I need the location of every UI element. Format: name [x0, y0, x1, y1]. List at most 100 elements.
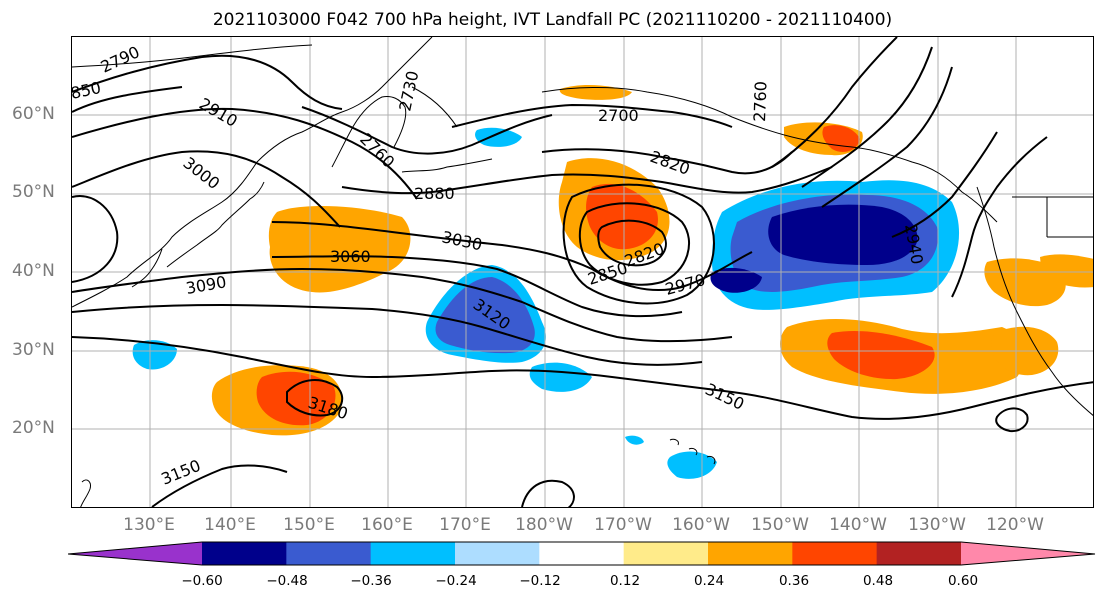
colorbar-segment — [539, 542, 625, 565]
colorbar-outline — [68, 541, 1096, 566]
contour-label-3030: 3030 — [440, 227, 484, 254]
coast-alaska — [541, 86, 998, 223]
map-panel: 2790 850 2910 3000 2760 2730 2880 2700 2… — [71, 36, 1094, 508]
coastlines — [72, 37, 1093, 507]
lon-label-160w: 160°W — [672, 515, 730, 535]
map-canvas: 2790 850 2910 3000 2760 2730 2880 2700 2… — [72, 37, 1093, 507]
contour-trough-2940 — [771, 37, 898, 168]
plot-title: 2021103000 F042 700 hPa height, IVT Land… — [212, 10, 893, 30]
coast-bc-us — [976, 186, 1093, 416]
colorbar-segment — [708, 542, 793, 565]
colorbar-segment — [623, 542, 709, 565]
colorbar-tick-neg012: −0.12 — [519, 573, 561, 589]
coast-japan — [166, 181, 265, 268]
lon-label-160e: 160°E — [361, 515, 413, 535]
contour-label-850: 850 — [72, 78, 103, 103]
ivt-negative-shading — [132, 127, 960, 479]
contour-3000 — [72, 150, 341, 228]
colorbar-extend-high — [961, 542, 1095, 565]
coast-philippines — [80, 479, 91, 507]
lon-label-170w: 170°W — [594, 515, 652, 535]
colorbar-tick-pos048: 0.48 — [862, 573, 894, 589]
contour-label-2880: 2880 — [414, 184, 455, 203]
shade-lightblue-small1 — [625, 435, 644, 445]
contour-label-2730: 2730 — [395, 69, 422, 113]
lon-label-140e: 140°E — [204, 515, 256, 535]
gridlines — [72, 37, 1093, 507]
colorbar-segment — [455, 542, 540, 565]
contour-trough-b — [821, 66, 953, 208]
shade-red-subtropical — [256, 371, 336, 426]
contour-3090 — [72, 267, 733, 343]
contour-ridge-east — [951, 136, 1048, 298]
lat-label-40n: 40°N — [12, 261, 55, 281]
contour-high-west — [72, 195, 119, 283]
contour-label-3150b: 3150 — [158, 456, 203, 489]
shade-red-alaska — [822, 125, 860, 152]
contour-small-circle — [995, 407, 1029, 433]
shade-red-ne-pacific — [827, 330, 935, 380]
shade-orange-arctic — [559, 85, 632, 100]
colorbar-tick-pos036: 0.36 — [778, 573, 810, 589]
shade-blue-central — [435, 277, 535, 354]
coast-siberia — [72, 44, 313, 68]
shade-lightblue-hawaii — [667, 451, 717, 479]
contour-3060 — [271, 255, 683, 318]
contour-label-2760: 2760 — [356, 129, 398, 171]
contour-3120 — [72, 303, 703, 366]
coast-kamchatka — [331, 96, 407, 168]
contour-2700 — [451, 103, 733, 128]
shade-navy-north-pacific — [768, 204, 918, 265]
contour-2820 — [541, 148, 793, 175]
colorbar-tick-neg048: −0.48 — [266, 573, 308, 589]
lon-label-150w: 150°W — [751, 515, 809, 535]
contour-2880 — [341, 166, 833, 195]
contour-bottom-center — [521, 479, 575, 507]
colorbar-segment — [370, 542, 456, 565]
contour-3030 — [271, 221, 753, 292]
colorbar-extend-low — [68, 542, 202, 565]
lon-label-130e: 130°E — [123, 515, 175, 535]
coast-aleutians — [401, 158, 493, 173]
contour-2790 — [72, 54, 343, 110]
contour-trough-a — [801, 46, 933, 188]
lon-label-150e: 150°E — [283, 515, 335, 535]
colorbar-tick-neg036: −0.36 — [350, 573, 392, 589]
contour-trough-c — [891, 131, 998, 238]
lon-label-130w: 130°W — [908, 515, 966, 535]
height-contours — [72, 37, 1093, 507]
colorbar-tick-neg060: −0.60 — [181, 573, 223, 589]
colorbar-tick-pos024: 0.24 — [693, 573, 725, 589]
contour-2760 — [301, 106, 553, 155]
contour-3150 — [72, 336, 1093, 420]
colorbar-tick-pos060: 0.60 — [947, 573, 979, 589]
colorbar-segment — [792, 542, 878, 565]
contour-3150-south — [151, 464, 288, 507]
contour-low-center-3 — [562, 183, 715, 305]
coast-asia — [72, 37, 433, 308]
lon-label-140w: 140°W — [829, 515, 887, 535]
shade-red-central — [586, 183, 658, 250]
colorbar-segment — [286, 542, 372, 565]
contour-label-3000: 3000 — [180, 153, 224, 193]
contour-label-2970: 2970 — [663, 270, 707, 299]
lat-label-60n: 60°N — [12, 104, 55, 124]
contour-low-center-2 — [578, 202, 691, 286]
lat-label-50n: 50°N — [12, 182, 55, 202]
contour-label-3150: 3150 — [702, 379, 747, 413]
shade-lightblue-south — [529, 362, 592, 392]
shade-lightblue-subtropical-west — [132, 340, 177, 370]
lon-label-170e: 170°E — [439, 515, 491, 535]
shade-orange-east — [1040, 254, 1093, 288]
colorbar-segment — [876, 542, 962, 565]
contour-2910 — [72, 107, 418, 200]
colorbar-segments — [68, 542, 1095, 565]
lat-label-20n: 20°N — [12, 418, 55, 438]
colorbar-tick-pos012: 0.12 — [609, 573, 641, 589]
contour-3180 — [286, 379, 344, 417]
colorbar-tick-neg024: −0.24 — [435, 573, 477, 589]
shade-orange-nw-pacific — [268, 205, 411, 293]
contour-label-2910: 2910 — [196, 94, 241, 131]
colorbar-segment — [202, 542, 287, 565]
contour-label-2820: 2820 — [648, 147, 693, 179]
